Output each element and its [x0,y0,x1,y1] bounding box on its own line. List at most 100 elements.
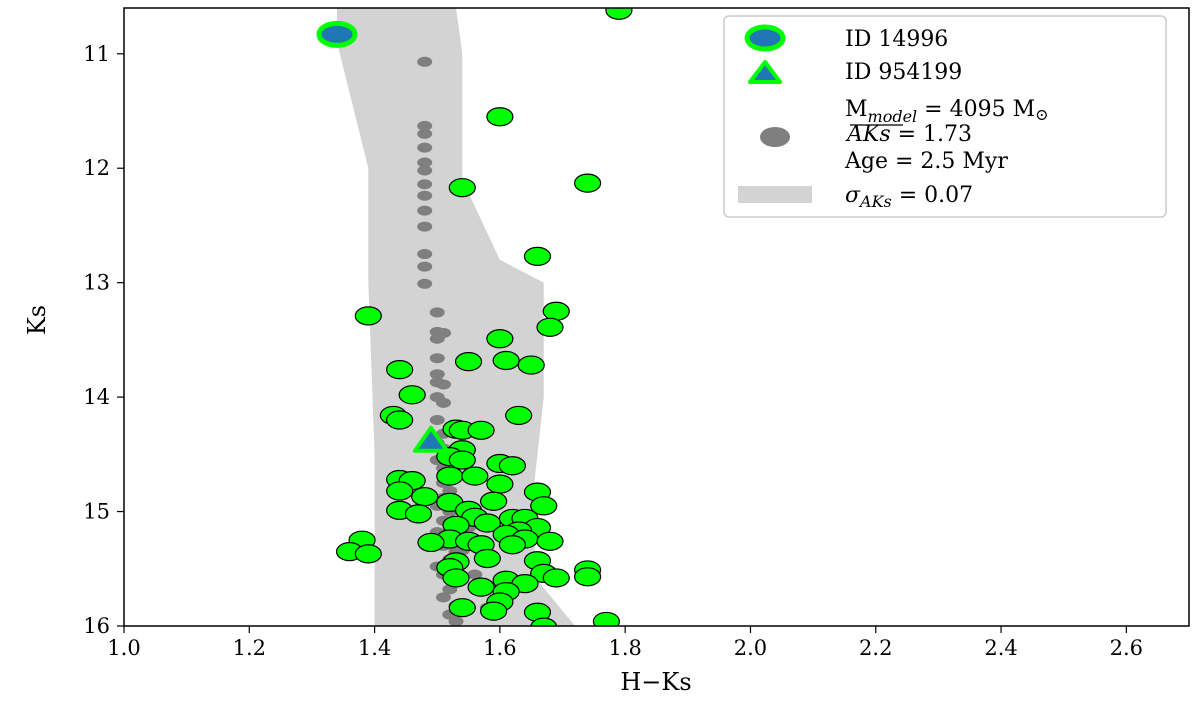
y-tick-label: 15 [83,500,110,524]
model-point [417,205,433,216]
observed-point [573,567,602,587]
model-point [417,249,433,260]
observed-point [486,107,514,127]
observed-point [448,450,476,470]
observed-point [473,513,501,533]
y-tick-label: 14 [83,385,110,409]
model-point [448,616,464,626]
x-tick-label: 1.6 [483,636,516,660]
model-point [467,569,483,580]
model-point [429,307,445,318]
observed-point [486,329,514,349]
model-point [417,179,433,190]
observed-point [517,355,545,375]
observed-point [542,568,570,588]
mass-value: = 4095 M [917,97,1035,122]
x-tick-label: 2.2 [859,636,892,660]
observed-point [386,410,414,430]
legend-label-band: σAKs = 0.07 [845,183,973,211]
observed-point [480,601,508,621]
y-tick-label: 12 [83,156,110,180]
observed-point [448,598,476,618]
model-point [417,128,433,139]
plot-frame [123,7,1190,627]
x-axis-label: H−Ks [620,668,691,696]
observed-point [480,491,508,511]
observed-point [417,532,445,553]
y-axis: 11 12 13 14 15 16 [83,42,124,638]
observed-point [354,306,382,326]
observed-point [473,548,501,569]
observed-point [523,246,552,266]
y-tick-label: 16 [83,614,110,638]
sigma-symbol: σ [845,183,861,208]
legend-box [723,15,1167,218]
x-tick-label: 1.4 [358,636,391,660]
legend-marker-id954199 [748,60,782,84]
observed-point [573,173,602,193]
x-tick-label: 2.4 [984,636,1017,660]
model-point [417,261,433,272]
observed-point [404,504,433,524]
model-point [436,592,451,603]
y-axis-label: Ks [23,305,51,335]
model-point [417,278,433,289]
observed-point [592,611,620,626]
model-point [429,369,445,380]
legend-label-model-mass: Mmodel = 4095 M⊙ [845,97,1049,126]
observed-point [498,535,527,555]
legend-label-model-aks: AKs = 1.73 [845,122,972,147]
model-point [417,190,433,201]
model-point [417,221,433,232]
model-point [417,157,433,168]
observed-point [536,531,564,551]
point-id954199 [412,425,449,453]
observed-point [498,456,527,476]
model-point [429,333,445,344]
model-point [436,379,451,390]
legend-marker-band [738,186,812,203]
observed-point [386,360,414,380]
observed-point [605,8,633,20]
observed-point [461,466,489,486]
x-tick-label: 2.6 [1110,636,1143,660]
observed-point [467,577,495,597]
observed-point [492,350,520,371]
mass-symbol: M [845,97,868,122]
model-point [429,353,445,364]
legend-marker-id14996 [744,24,786,52]
model-point [417,165,433,176]
x-tick-label: 1.0 [107,636,140,660]
model-point [417,142,433,153]
y-tick-label: 11 [83,42,110,66]
legend-label-id954199: ID 954199 [845,60,962,85]
observed-point [448,178,476,198]
observed-point [530,617,558,626]
legend-marker-model [760,127,790,147]
sun-symbol: ⊙ [1035,105,1048,124]
observed-point [411,487,439,507]
model-point [436,397,451,408]
observed-point [505,405,533,426]
observed-point [442,568,470,588]
observed-point [354,544,382,564]
observed-point [454,352,483,372]
model-point [417,56,433,67]
aks-symbol: AKs [845,122,891,147]
point-id14996 [316,20,358,48]
x-tick-label: 1.8 [608,636,641,660]
legend-label-id14996: ID 14996 [845,27,948,52]
sigma-subscript: AKs [858,192,892,211]
legend: ID 14996 ID 954199 Mmodel = 4095 M⊙ AKs … [723,15,1167,218]
observed-point [436,466,464,486]
observed-point [486,474,514,494]
mass-subscript: model [868,107,918,126]
observed-point [467,420,495,440]
x-tick-label: 1.2 [233,636,266,660]
highlight-points-layer [316,20,449,453]
x-tick-label: 2.0 [734,636,767,660]
observed-point [386,481,414,501]
legend-label-model-age: Age = 2.5 Myr [844,149,1008,174]
observed-point [530,496,558,516]
